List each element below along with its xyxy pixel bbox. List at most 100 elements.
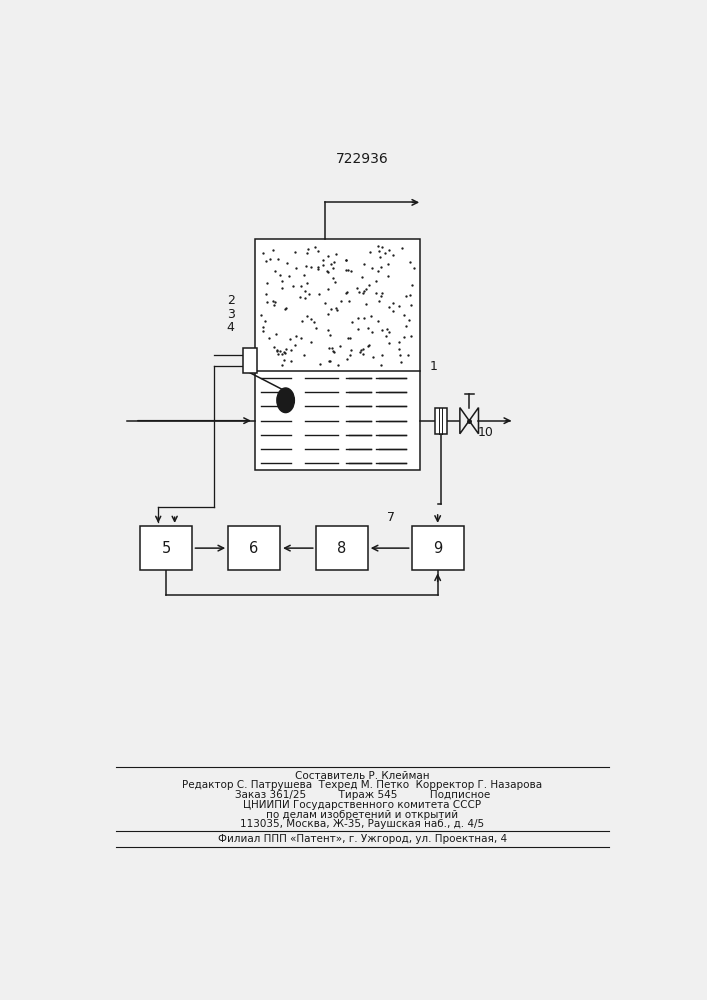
Point — [325, 256, 337, 272]
Point — [312, 261, 323, 277]
Point — [331, 302, 342, 318]
Point — [387, 303, 398, 319]
Point — [383, 242, 395, 258]
Point — [395, 347, 406, 363]
Point — [343, 293, 354, 309]
Point — [358, 310, 370, 326]
Point — [327, 270, 339, 286]
Point — [377, 239, 388, 255]
Point — [341, 285, 352, 301]
Text: 8: 8 — [337, 541, 346, 556]
Point — [375, 249, 386, 265]
Point — [366, 308, 377, 324]
Point — [286, 353, 297, 369]
Point — [269, 263, 280, 279]
Text: 722936: 722936 — [336, 152, 389, 166]
Point — [404, 312, 415, 328]
Point — [279, 345, 291, 361]
Point — [278, 352, 289, 368]
Point — [342, 330, 354, 346]
Point — [261, 275, 272, 291]
Point — [368, 349, 379, 365]
Text: 4: 4 — [227, 321, 235, 334]
Point — [322, 263, 333, 279]
Point — [317, 257, 329, 273]
Text: 3: 3 — [227, 308, 235, 321]
Point — [312, 259, 323, 275]
Point — [301, 308, 312, 324]
Text: Заказ 361/25          Тираж 545          Подписное: Заказ 361/25 Тираж 545 Подписное — [235, 790, 490, 800]
Point — [384, 324, 395, 340]
Point — [394, 334, 405, 350]
Point — [323, 340, 334, 356]
Point — [296, 313, 308, 329]
Point — [388, 295, 399, 311]
Point — [317, 252, 329, 268]
Point — [344, 347, 356, 363]
Point — [315, 356, 326, 372]
Point — [331, 300, 342, 316]
Point — [291, 328, 302, 344]
Point — [406, 277, 417, 293]
Point — [263, 330, 274, 346]
Point — [327, 260, 339, 276]
Point — [363, 338, 374, 354]
Point — [381, 321, 392, 337]
Point — [361, 281, 372, 297]
Point — [298, 267, 310, 283]
Point — [380, 245, 391, 261]
Bar — [228, 526, 280, 570]
Bar — [255, 239, 420, 470]
Bar — [141, 526, 192, 570]
Point — [322, 281, 334, 297]
Point — [264, 251, 276, 267]
Point — [322, 264, 333, 280]
Point — [329, 274, 341, 290]
Text: по делам изобретений и открытий: по делам изобретений и открытий — [267, 810, 458, 820]
Point — [325, 327, 336, 343]
Point — [405, 328, 416, 344]
Point — [402, 347, 414, 363]
Point — [281, 255, 293, 271]
Point — [290, 260, 301, 276]
Point — [341, 252, 352, 268]
Point — [334, 338, 346, 354]
Point — [298, 347, 309, 363]
Point — [359, 283, 370, 299]
Text: Составитель Р. Клейман: Составитель Р. Клейман — [295, 771, 430, 781]
Point — [370, 285, 382, 301]
Point — [363, 320, 374, 336]
Point — [335, 293, 346, 309]
Point — [340, 252, 351, 268]
Point — [303, 241, 314, 257]
Point — [382, 256, 394, 272]
Point — [358, 256, 370, 272]
Point — [393, 298, 404, 314]
Point — [358, 285, 369, 301]
Point — [306, 259, 317, 275]
Point — [257, 323, 269, 339]
Point — [364, 244, 375, 260]
Bar — [243, 348, 257, 373]
Point — [255, 307, 267, 323]
Point — [302, 245, 313, 261]
Point — [373, 293, 385, 309]
Point — [312, 243, 323, 259]
Point — [267, 242, 279, 258]
Point — [358, 341, 369, 357]
Point — [284, 331, 296, 347]
Point — [294, 289, 305, 305]
Text: 7: 7 — [387, 511, 395, 524]
Point — [326, 301, 337, 317]
Point — [409, 260, 420, 276]
Point — [268, 339, 279, 355]
Point — [400, 288, 411, 304]
Point — [363, 277, 375, 293]
Point — [300, 258, 311, 274]
Text: 6: 6 — [250, 541, 259, 556]
Text: ЦНИИПИ Государственного комитета СССР: ЦНИИПИ Государственного комитета СССР — [243, 800, 481, 810]
Point — [346, 342, 357, 358]
Point — [353, 321, 364, 337]
Point — [341, 262, 352, 278]
Point — [383, 335, 395, 351]
